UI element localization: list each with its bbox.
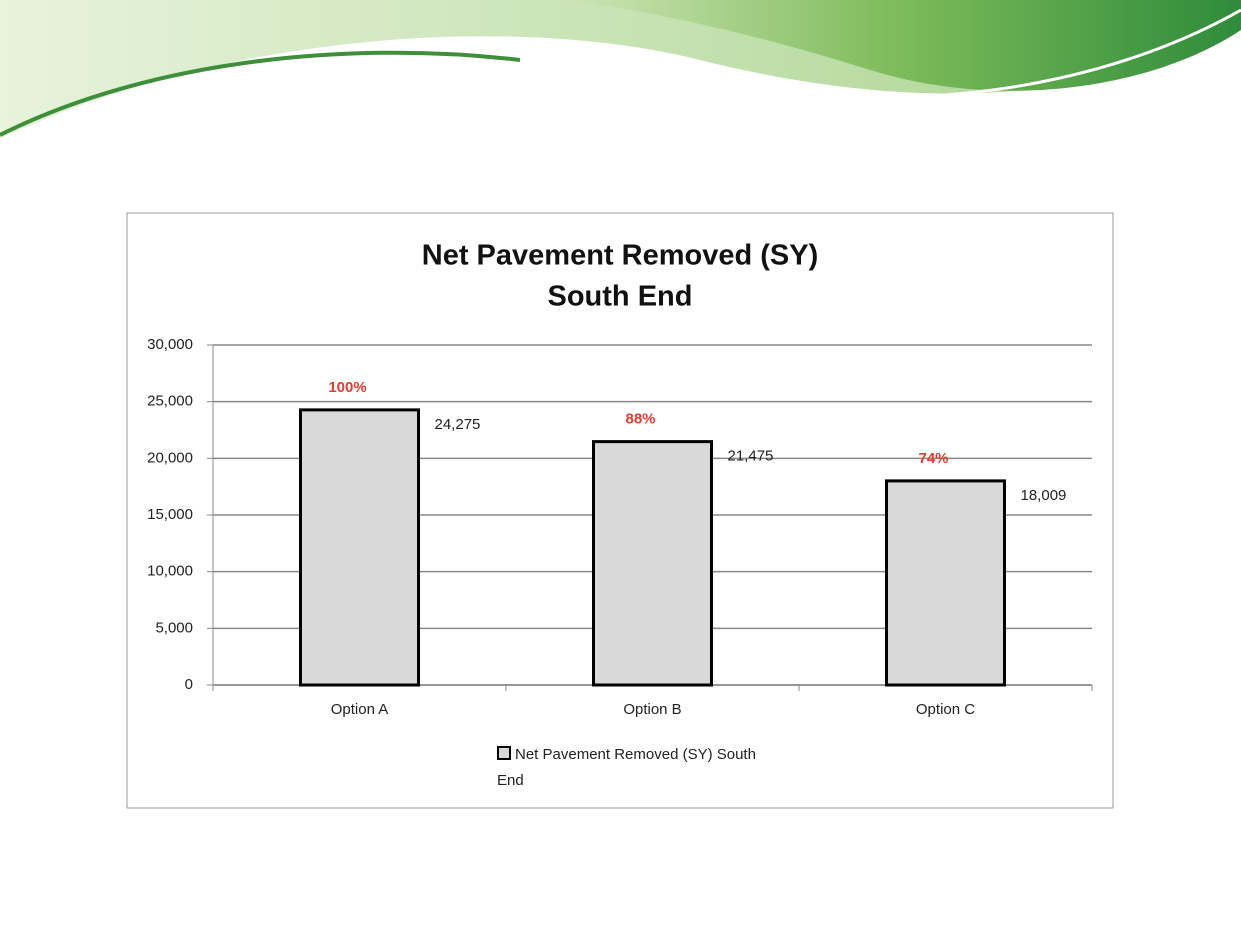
y-tick-label: 0 bbox=[185, 676, 193, 693]
value-label: 24,275 bbox=[435, 416, 481, 433]
value-label: 18,009 bbox=[1021, 487, 1067, 504]
x-tick-label: Option A bbox=[331, 701, 389, 718]
annotation: 74% bbox=[918, 450, 948, 467]
y-tick-label: 30,000 bbox=[147, 336, 193, 353]
x-tick-label: Option B bbox=[623, 701, 681, 718]
x-tick-label: Option C bbox=[916, 701, 975, 718]
y-tick-label: 20,000 bbox=[147, 449, 193, 466]
chart-subtitle: South End bbox=[548, 281, 693, 313]
header-decoration bbox=[0, 0, 1241, 142]
y-tick-label: 15,000 bbox=[147, 506, 193, 523]
legend: Net Pavement Removed (SY) South End bbox=[497, 742, 767, 794]
annotation: 100% bbox=[328, 379, 366, 396]
legend-swatch bbox=[497, 746, 511, 760]
y-tick-label: 5,000 bbox=[155, 619, 193, 636]
bar bbox=[885, 479, 1006, 687]
chart-title: Net Pavement Removed (SY) bbox=[422, 240, 818, 272]
y-tick-label: 25,000 bbox=[147, 393, 193, 410]
bar bbox=[299, 408, 420, 687]
annotation: 88% bbox=[625, 411, 655, 428]
y-tick-label: 10,000 bbox=[147, 563, 193, 580]
legend-label: Net Pavement Removed (SY) South End bbox=[497, 746, 756, 789]
bar bbox=[592, 440, 713, 687]
value-label: 21,475 bbox=[728, 448, 774, 465]
